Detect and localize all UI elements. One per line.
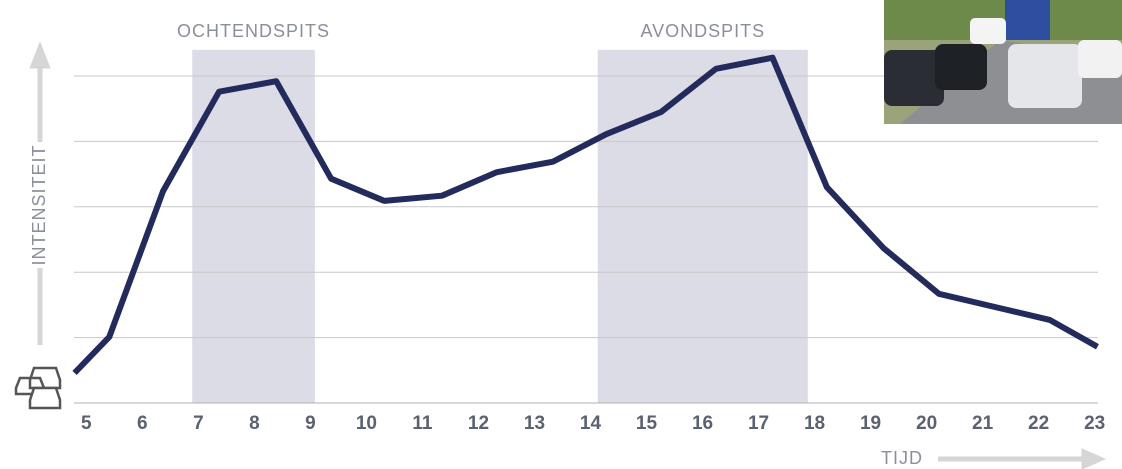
x-tick-label: 18 xyxy=(804,413,825,434)
shaded-region xyxy=(598,50,808,403)
x-tick-label: 14 xyxy=(580,413,602,434)
x-tick-label: 7 xyxy=(193,413,204,434)
x-tick-label: 20 xyxy=(916,413,937,434)
x-tick-label: 21 xyxy=(972,413,994,434)
x-tick-label: 13 xyxy=(524,413,545,434)
x-tick-label: 22 xyxy=(1028,413,1049,434)
car-icon xyxy=(16,368,60,408)
x-tick-label: 6 xyxy=(137,413,148,434)
x-tick-label: 16 xyxy=(692,413,713,434)
x-tick-label: 12 xyxy=(468,413,489,434)
region-label: OCHTENDSPITS xyxy=(177,21,330,41)
x-tick-label: 11 xyxy=(412,413,433,434)
x-tick-label: 15 xyxy=(636,413,658,434)
traffic-photo xyxy=(884,0,1122,124)
x-tick-label: 5 xyxy=(81,413,92,434)
chart: OCHTENDSPITS AVONDSPITS 5 6 7 8 9 10 11 12 13 14 15 1… xyxy=(0,0,1122,469)
x-axis-label: TIJD xyxy=(881,448,923,468)
x-tick-label: 23 xyxy=(1084,413,1105,434)
x-tick-label: 10 xyxy=(356,413,377,434)
x-tick-label: 19 xyxy=(860,413,881,434)
x-tick-label: 9 xyxy=(305,413,316,434)
region-label: AVONDSPITS xyxy=(640,21,765,41)
x-axis-arrow xyxy=(938,452,1100,466)
y-axis-label: INTENSITEIT xyxy=(29,144,49,265)
x-tick-label: 8 xyxy=(249,413,260,434)
x-tick-label: 17 xyxy=(748,413,769,434)
